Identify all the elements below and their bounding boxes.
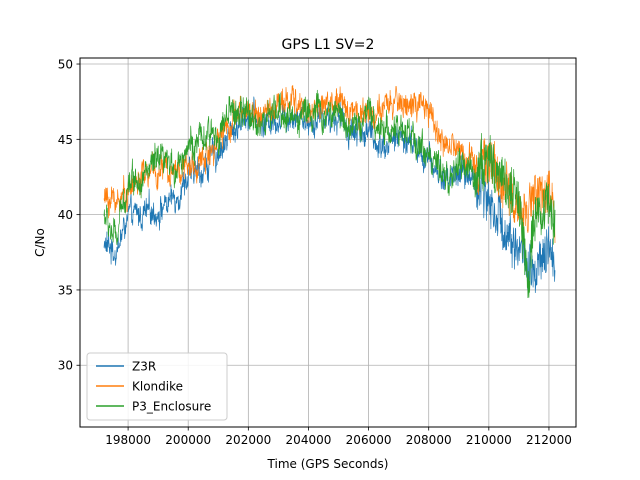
x-tick-label: 202000 — [225, 433, 271, 447]
x-tick-label: 206000 — [346, 433, 392, 447]
y-tick-label: 40 — [58, 208, 73, 222]
plot-lines — [103, 84, 556, 299]
legend-label-z3r: Z3R — [132, 360, 156, 374]
y-tick-label: 50 — [58, 58, 73, 72]
y-tick-label: 45 — [58, 133, 73, 147]
x-tick-label: 210000 — [466, 433, 512, 447]
y-tick-label: 35 — [58, 283, 73, 297]
legend-box — [86, 352, 228, 421]
x-axis-label: Time (GPS Seconds) — [267, 457, 389, 471]
legend-label-klondike: Klondike — [132, 380, 183, 394]
chart-title: GPS L1 SV=2 — [282, 37, 375, 53]
x-tick-label: 198000 — [105, 433, 151, 447]
y-axis-label: C/No — [33, 228, 47, 257]
axes-frame — [79, 57, 577, 428]
x-tick-label: 204000 — [286, 433, 332, 447]
y-tick-label: 30 — [58, 359, 73, 373]
series-line-p3-enclosure — [103, 89, 556, 299]
axis-ticks: 198000 200000 202000 204000 206000 208000 2100… — [58, 58, 572, 447]
legend: Z3R Klondike P3_Enclosure — [86, 352, 228, 421]
x-tick-label: 212000 — [526, 433, 572, 447]
legend-label-p3-enclosure: P3_Enclosure — [132, 400, 211, 414]
x-tick-label: 208000 — [406, 433, 452, 447]
x-tick-label: 200000 — [165, 433, 211, 447]
